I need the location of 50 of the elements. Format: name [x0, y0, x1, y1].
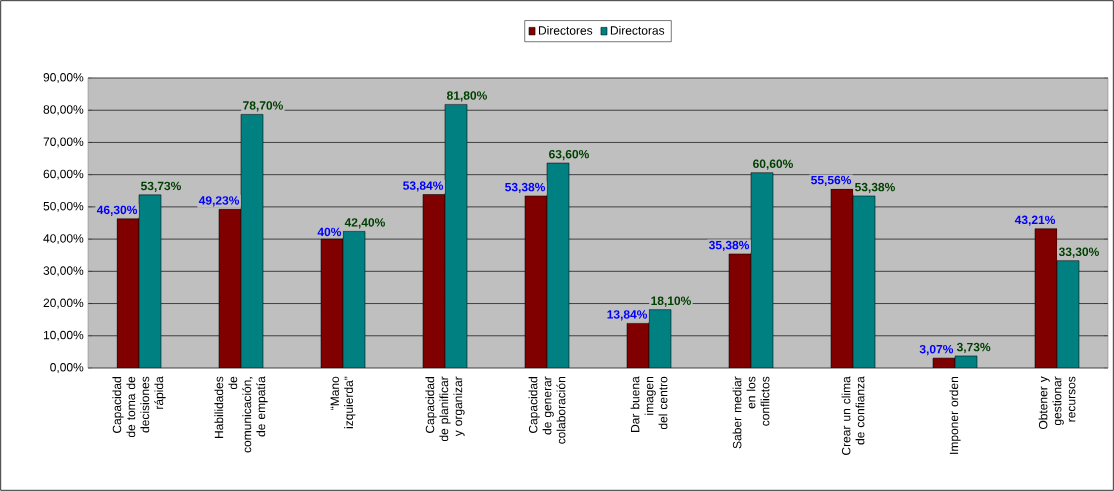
- data-label: 40%: [317, 227, 342, 237]
- data-label: 53,84%: [403, 181, 444, 192]
- x-tick-label: Habilidades de comunicación, de empatía: [214, 376, 268, 453]
- x-tick-label: Saber mediar en los conflictos: [732, 376, 770, 449]
- bar: [342, 231, 366, 368]
- x-tick-label: Dar buena imagen del centro: [630, 376, 668, 432]
- legend-label: Directoras: [610, 25, 665, 35]
- data-label: 13,84%: [607, 310, 648, 321]
- data-label: 42,40%: [344, 218, 385, 229]
- data-label: 81,80%: [446, 91, 487, 102]
- bar: [852, 195, 876, 368]
- data-label: 53,73%: [140, 181, 181, 192]
- x-tick-label: “Mano izquierda”: [330, 376, 356, 429]
- data-label: 53,38%: [854, 182, 895, 194]
- data-label: 63,60%: [549, 149, 589, 161]
- data-label: 53,38%: [505, 182, 546, 194]
- y-tick-label: 80,00%: [43, 105, 84, 116]
- y-tick-label: 70,00%: [43, 137, 84, 148]
- y-tick-label: 40,00%: [43, 234, 84, 245]
- y-tick-label: 60,00%: [43, 169, 84, 180]
- data-label: 60,60%: [753, 159, 793, 170]
- bar: [444, 104, 468, 368]
- data-label: 43,21%: [1014, 215, 1056, 226]
- y-tick-label: 90,00%: [43, 73, 84, 83]
- x-tick-label: Obtener y gestionar recursos: [1038, 376, 1076, 430]
- data-label: 49,23%: [198, 196, 240, 207]
- data-label: 33,30%: [1058, 247, 1099, 258]
- y-tick-label: 20,00%: [43, 298, 84, 309]
- x-tick-label: Capacidad de planificar y organizar: [425, 376, 465, 442]
- x-tick-label: Capacidad de generar colaboración: [528, 376, 566, 444]
- data-label: 55,56%: [811, 175, 852, 187]
- data-label: 35,38%: [708, 240, 750, 252]
- x-tick-label: Imponer orden: [949, 377, 961, 454]
- bar: [240, 114, 264, 368]
- y-tick-label: 0,00%: [50, 363, 84, 373]
- bar: [1056, 260, 1080, 368]
- y-tick-label: 30,00%: [43, 266, 84, 277]
- x-tick-label: Capacidad de toma de decisiones rápida: [112, 376, 166, 438]
- data-label: 78,70%: [243, 101, 283, 112]
- data-label: 18,10%: [651, 296, 691, 307]
- data-label: 46,30%: [96, 205, 138, 216]
- data-label: 3,73%: [956, 342, 991, 354]
- x-tick-label: Crear un clima de confianza: [841, 376, 865, 455]
- legend-label: Directores: [538, 25, 593, 35]
- bar: [138, 194, 162, 368]
- data-label: 3,07%: [919, 344, 954, 356]
- bar: [546, 162, 570, 368]
- y-tick-label: 50,00%: [43, 201, 84, 212]
- bar: [750, 172, 774, 368]
- y-tick-label: 10,00%: [43, 330, 84, 341]
